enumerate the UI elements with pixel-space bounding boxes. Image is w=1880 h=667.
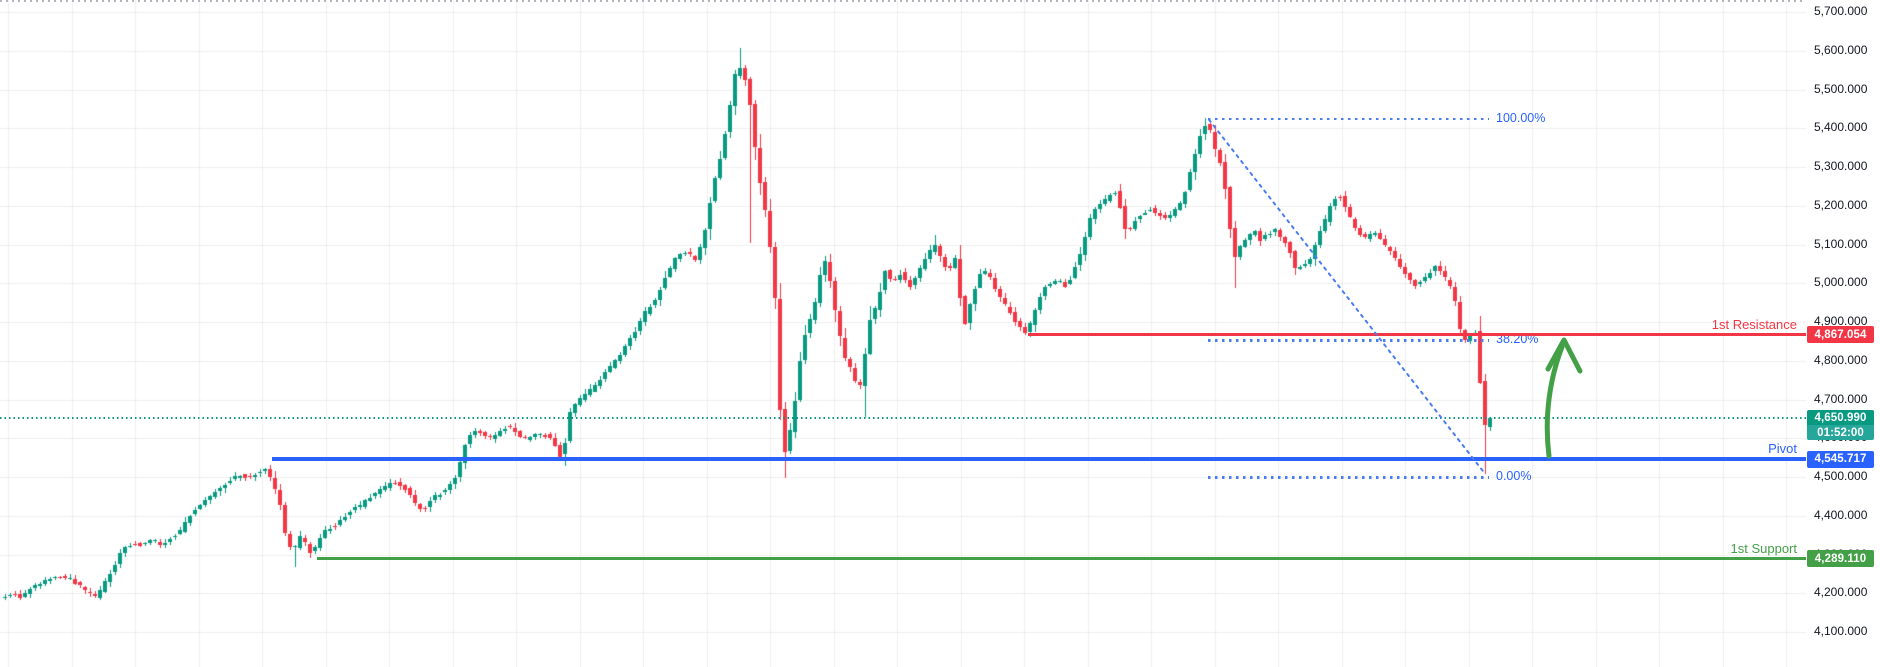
last-price-value: 4,650.990 <box>1807 410 1874 426</box>
pivot-line[interactable] <box>272 457 1806 462</box>
last-price-badge: 4,650.990 01:52:00 <box>1807 410 1874 441</box>
resistance-label: 1st Resistance <box>1711 316 1797 332</box>
fib-100-line[interactable] <box>1208 117 1489 121</box>
axis-tick-label: 4,700.000 <box>1814 391 1868 406</box>
axis-tick-label: 5,400.000 <box>1814 120 1868 135</box>
axis-tick-label: 5,200.000 <box>1814 197 1868 212</box>
resistance-price-badge: 4,867.054 <box>1807 326 1874 344</box>
resistance-line[interactable] <box>1028 333 1806 337</box>
fib-0-line[interactable] <box>1208 476 1489 479</box>
support-label: 1st Support <box>1730 540 1798 556</box>
axis-tick-label: 4,400.000 <box>1814 507 1868 522</box>
fib-100-label: 100.00% <box>1496 110 1546 125</box>
axis-tick-label: 5,700.000 <box>1814 4 1868 18</box>
axis-tick-label: 5,600.000 <box>1814 42 1868 57</box>
support-line[interactable] <box>317 557 1806 561</box>
axis-tick-label: 4,500.000 <box>1814 469 1868 483</box>
axis-tick-label: 5,500.000 <box>1814 81 1868 96</box>
axis-tick-label: 5,100.000 <box>1814 236 1868 251</box>
pivot-price-badge: 4,545.717 <box>1807 450 1874 468</box>
axis-tick-label: 5,000.000 <box>1814 275 1868 290</box>
axis-tick-label: 4,800.000 <box>1814 352 1868 367</box>
axis-tick-label: 4,100.000 <box>1814 624 1868 638</box>
fib-382-line[interactable] <box>1208 339 1489 342</box>
support-price-badge: 4,289.110 <box>1807 550 1874 568</box>
pivot-label: Pivot <box>1768 441 1797 457</box>
fib-0-label: 0.00% <box>1496 469 1532 483</box>
axis-tick-label: 4,200.000 <box>1814 585 1868 600</box>
axis-tick-label: 5,300.000 <box>1814 159 1868 173</box>
axis-tick-label: 4,900.000 <box>1814 314 1868 328</box>
last-price-countdown: 01:52:00 <box>1807 425 1874 441</box>
last-price-line <box>0 417 1806 419</box>
top-dotted-line <box>0 0 1880 2</box>
